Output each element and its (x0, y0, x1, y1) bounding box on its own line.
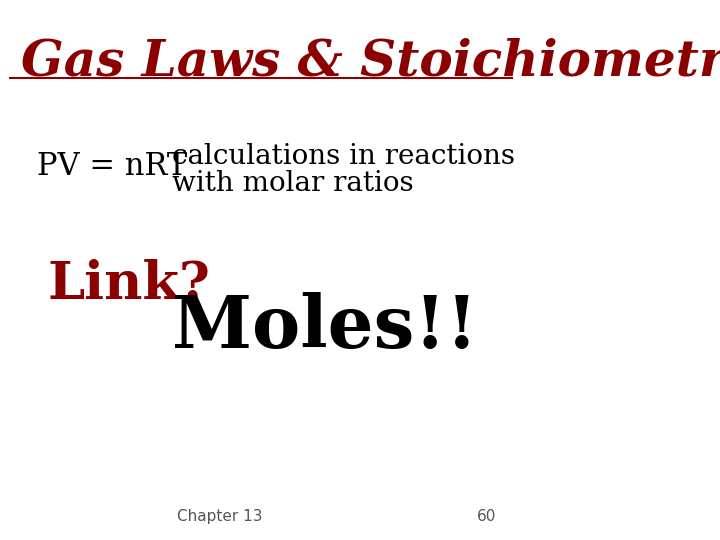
Text: Chapter 13: Chapter 13 (176, 509, 262, 524)
Text: calculations in reactions: calculations in reactions (172, 143, 516, 170)
Text: Link?: Link? (47, 259, 210, 310)
Text: Moles!!: Moles!! (172, 292, 478, 362)
Text: Gas Laws & Stoichiometry: Gas Laws & Stoichiometry (21, 38, 720, 87)
Text: PV = nRT: PV = nRT (37, 151, 186, 182)
Text: with molar ratios: with molar ratios (172, 170, 414, 197)
Text: 60: 60 (477, 509, 496, 524)
